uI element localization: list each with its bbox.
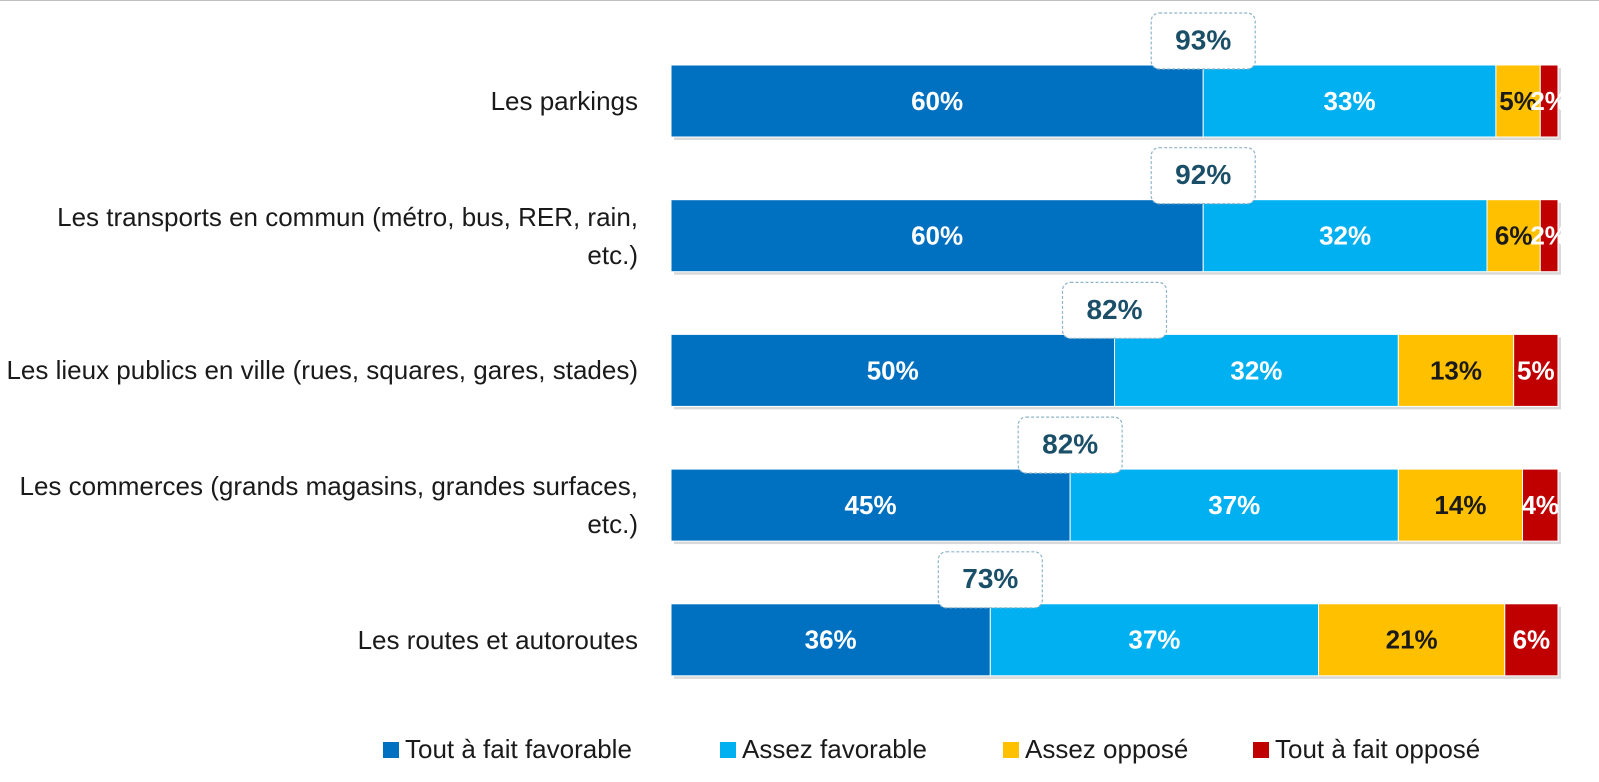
legend-swatch bbox=[383, 742, 399, 758]
total-label: 92% bbox=[1175, 159, 1231, 190]
category-label: Les transports en commun (métro, bus, RE… bbox=[57, 201, 638, 270]
bar-segment bbox=[1504, 603, 1559, 677]
bar-segment bbox=[1069, 468, 1399, 542]
value-label: 5% bbox=[1499, 86, 1537, 116]
value-label: 32% bbox=[1230, 355, 1282, 385]
value-label: 32% bbox=[1319, 221, 1371, 251]
value-label: 2% bbox=[1530, 86, 1568, 116]
bar-segment bbox=[989, 603, 1320, 677]
value-label: 6% bbox=[1495, 221, 1533, 251]
value-label: 60% bbox=[911, 221, 963, 251]
bar-segment bbox=[670, 603, 991, 677]
bar-segment bbox=[670, 333, 1115, 407]
bar-segment bbox=[1486, 199, 1541, 273]
category-label-box: Les routes et autoroutes bbox=[357, 624, 638, 655]
total-label: 93% bbox=[1175, 24, 1231, 55]
legend-swatch bbox=[1003, 742, 1019, 758]
bar-segment bbox=[1397, 468, 1524, 542]
bar-segment bbox=[1495, 64, 1541, 138]
category-label-box: Les parkings bbox=[490, 86, 638, 116]
bar-segment bbox=[1513, 333, 1559, 407]
value-label: 21% bbox=[1386, 625, 1438, 655]
category-label-box: Les commerces (grands magasins, grandes … bbox=[19, 471, 639, 540]
total-callout bbox=[1150, 147, 1256, 205]
bar-segment bbox=[1522, 468, 1559, 542]
value-label: 37% bbox=[1208, 490, 1260, 520]
value-label: 36% bbox=[805, 625, 857, 655]
category-label: Les routes et autoroutes bbox=[357, 624, 638, 655]
legend-label: Tout à fait opposé bbox=[1275, 734, 1480, 764]
category-label: Les commerces (grands magasins, grandes … bbox=[19, 471, 639, 540]
total-callout bbox=[1061, 281, 1168, 339]
bar-segment bbox=[1539, 64, 1559, 138]
legend-label: Assez opposé bbox=[1025, 734, 1188, 764]
legend-label: Assez favorable bbox=[742, 734, 927, 764]
bar-segment bbox=[670, 64, 1204, 138]
total-callout bbox=[1017, 416, 1123, 474]
bar-segment bbox=[670, 468, 1071, 542]
value-label: 60% bbox=[911, 86, 963, 116]
total-label: 82% bbox=[1086, 294, 1142, 325]
value-label: 6% bbox=[1513, 625, 1551, 655]
legend-swatch bbox=[720, 742, 736, 758]
category-label: Les parkings bbox=[490, 86, 638, 116]
value-label: 33% bbox=[1324, 86, 1376, 116]
bar-segment bbox=[1114, 333, 1399, 407]
total-callout bbox=[937, 551, 1043, 609]
value-label: 45% bbox=[845, 490, 897, 520]
total-callout bbox=[1150, 12, 1256, 70]
category-label-box: Les transports en commun (métro, bus, RE… bbox=[57, 201, 638, 270]
value-label: 14% bbox=[1434, 490, 1486, 520]
legend-label: Tout à fait favorable bbox=[405, 734, 632, 764]
value-label: 4% bbox=[1521, 490, 1559, 520]
bar-segment bbox=[1202, 199, 1488, 273]
bar-segment bbox=[1397, 333, 1515, 407]
value-label: 13% bbox=[1430, 355, 1482, 385]
legend-swatch bbox=[1253, 742, 1269, 758]
bar-segment bbox=[1539, 199, 1559, 273]
total-label: 82% bbox=[1042, 428, 1098, 459]
category-label: Les lieux publics en ville (rues, square… bbox=[6, 355, 638, 386]
value-label: 2% bbox=[1530, 221, 1568, 251]
bar-segment bbox=[1318, 603, 1506, 677]
value-label: 37% bbox=[1128, 625, 1180, 655]
category-label-box: Les lieux publics en ville (rues, square… bbox=[6, 355, 638, 386]
bar-segment bbox=[1202, 64, 1497, 138]
value-label: 50% bbox=[867, 355, 919, 385]
value-label: 5% bbox=[1517, 355, 1555, 385]
total-label: 73% bbox=[962, 563, 1018, 594]
bar-segment bbox=[670, 199, 1204, 273]
